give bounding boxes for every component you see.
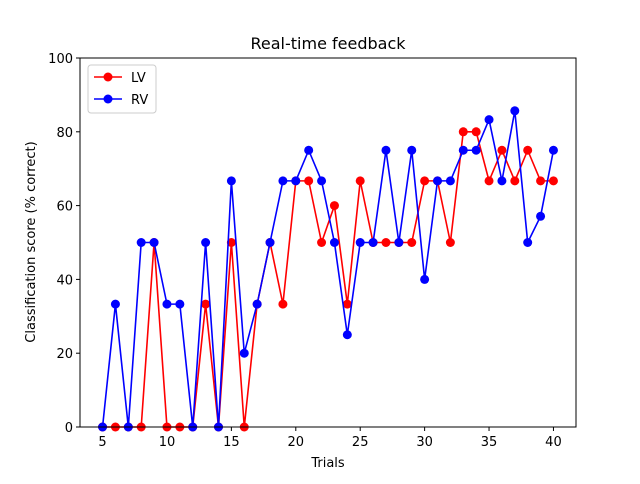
plot-frame [79, 57, 577, 428]
y-tick-label: 0 [65, 421, 73, 436]
data-point-lv [304, 176, 314, 186]
data-point-rv [162, 299, 172, 309]
data-point-lv [317, 238, 327, 247]
data-point-rv [510, 106, 520, 116]
data-point-rv [239, 348, 249, 358]
y-tick-label: 100 [48, 52, 73, 67]
data-point-rv [175, 299, 185, 309]
data-point-lv [420, 176, 430, 186]
data-point-lv [510, 176, 520, 186]
data-point-rv [548, 145, 558, 155]
data-point-rv [394, 238, 404, 247]
data-point-rv [407, 145, 417, 155]
data-point-rv [368, 238, 378, 247]
data-point-lv [278, 299, 288, 309]
data-point-rv [149, 238, 159, 247]
y-tick-label: 60 [56, 200, 73, 215]
y-tick-label: 80 [56, 126, 73, 141]
data-point-rv [355, 238, 365, 247]
data-point-lv [523, 145, 533, 155]
plot-area: 5 10 15 20 25 30 35 40 0 20 40 60 80 100 [48, 52, 577, 450]
data-point-rv [381, 145, 391, 155]
data-point-lv [536, 176, 546, 186]
data-point-rv [497, 176, 507, 186]
x-tick-label: 30 [416, 435, 433, 450]
data-point-lv [471, 127, 481, 137]
data-point-lv [484, 176, 494, 186]
chart-title: Real-time feedback [251, 34, 407, 53]
legend-marker-lv [103, 72, 113, 82]
data-point-rv [265, 238, 275, 247]
y-axis-label: Classification score (% correct) [24, 141, 39, 342]
x-tick-label: 10 [159, 435, 176, 450]
data-point-rv [278, 176, 288, 186]
x-tick-label: 35 [481, 435, 498, 450]
data-point-rv [252, 299, 262, 309]
y-tick-label: 20 [56, 347, 73, 362]
data-point-rv [304, 145, 314, 155]
data-point-rv [458, 145, 468, 155]
data-point-rv [536, 211, 546, 221]
legend-label-lv: LV [131, 71, 146, 86]
data-point-lv [342, 299, 352, 309]
x-tick-label: 25 [352, 435, 369, 450]
data-point-lv [329, 201, 339, 211]
data-point-rv [484, 115, 494, 125]
data-point-rv [110, 299, 120, 309]
data-point-rv [291, 176, 301, 186]
data-point-rv [136, 238, 146, 247]
data-point-lv [458, 127, 468, 137]
data-point-rv [342, 330, 352, 340]
data-point-rv [433, 176, 443, 186]
data-point-lv [381, 238, 391, 247]
data-point-rv [317, 176, 327, 186]
data-point-lv [201, 299, 211, 309]
data-point-lv [407, 238, 417, 247]
data-point-rv [329, 238, 339, 247]
data-point-lv [445, 238, 455, 247]
legend-label-rv: RV [131, 93, 148, 108]
x-tick-label: 40 [545, 435, 562, 450]
data-point-rv [523, 238, 533, 247]
x-tick-label: 5 [98, 435, 106, 450]
data-point-rv [471, 145, 481, 155]
data-point-lv [548, 176, 558, 186]
legend: LV RV [87, 64, 157, 114]
data-point-rv [445, 176, 455, 186]
x-tick-label: 20 [288, 435, 305, 450]
data-point-rv [420, 274, 430, 284]
y-tick-label: 40 [56, 273, 73, 288]
data-point-lv [497, 145, 507, 155]
data-point-lv [226, 238, 236, 247]
x-tick-label: 15 [223, 435, 240, 450]
legend-marker-rv [103, 94, 113, 104]
data-point-lv [355, 176, 365, 186]
data-point-rv [201, 238, 211, 247]
x-axis-label: Trials [310, 456, 345, 471]
data-point-rv [226, 176, 236, 186]
